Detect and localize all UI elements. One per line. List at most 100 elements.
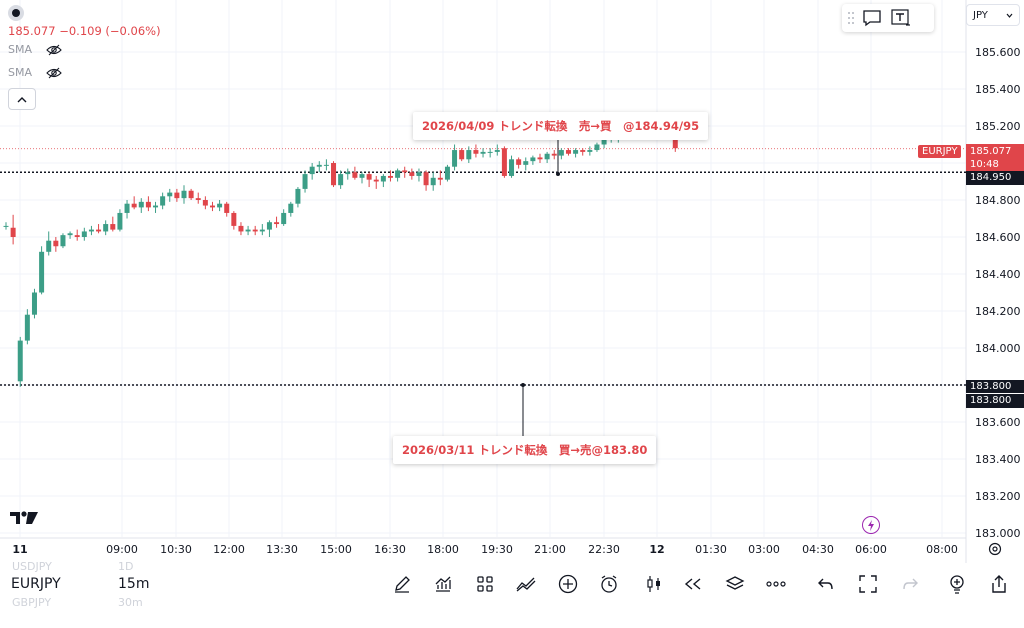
annotation-callout-1[interactable]: 2026/04/09 トレンド転換 売→買 @184.94/95 — [413, 112, 709, 140]
candle-body — [174, 192, 180, 199]
eye-off-icon[interactable] — [46, 67, 62, 79]
candle-body — [544, 153, 550, 160]
drag-handle-icon[interactable] — [848, 12, 854, 24]
candle-body — [3, 225, 9, 227]
drawing-toolbox[interactable] — [842, 4, 934, 32]
candle-body — [103, 224, 109, 232]
current-price-value: 185.077 — [970, 146, 1012, 157]
candle-body — [402, 170, 408, 173]
ideas-icon[interactable] — [947, 574, 967, 594]
ghost-interval[interactable]: 30m — [118, 596, 143, 609]
legend-price-change: 185.077 −0.109 (−0.06%) — [8, 24, 161, 38]
candle-body — [131, 203, 137, 208]
candle-body — [523, 161, 529, 165]
legend-indicator-sma-2[interactable]: SMA — [8, 66, 62, 79]
draw-icon[interactable] — [392, 574, 412, 594]
candle-body — [302, 174, 308, 189]
ghost-symbol[interactable]: USDJPY — [12, 560, 52, 573]
currency-label: JPY — [973, 9, 988, 21]
candle-body — [359, 174, 365, 178]
price-tick-label: 183.400 — [975, 453, 1021, 466]
candle-body — [309, 166, 315, 175]
ghost-symbol[interactable]: GBPJPY — [12, 596, 52, 609]
candle-body — [153, 205, 159, 208]
axis-settings-icon[interactable] — [988, 542, 1002, 556]
candle-body — [74, 235, 80, 237]
candle-body — [145, 201, 151, 208]
price-tick-label: 183.200 — [975, 490, 1021, 503]
lightning-icon[interactable] — [862, 516, 880, 534]
replay-icon[interactable] — [683, 574, 703, 594]
templates-icon[interactable] — [475, 574, 495, 594]
undo-icon[interactable] — [816, 574, 836, 594]
candle-body — [117, 212, 123, 230]
annotation-anchor — [556, 172, 560, 176]
time-tick-label: 15:00 — [320, 543, 352, 556]
candle-body — [509, 159, 515, 176]
candle-body — [558, 150, 564, 156]
candle-body — [494, 150, 500, 152]
time-tick-label: 01:30 — [695, 543, 727, 556]
candle-body — [480, 151, 486, 154]
candle-body — [537, 157, 543, 160]
redo-icon[interactable] — [900, 574, 920, 594]
alert-icon[interactable] — [599, 574, 619, 594]
bar-countdown: 10:48 — [970, 159, 999, 170]
price-tick-label: 185.200 — [975, 120, 1021, 133]
candle-body — [167, 192, 173, 197]
interval-selector[interactable]: 15m — [118, 576, 150, 592]
tradingview-logo — [10, 511, 38, 524]
candle-body — [516, 159, 522, 165]
layers-icon[interactable] — [725, 574, 745, 594]
legend-indicator-sma-1[interactable]: SMA — [8, 43, 62, 56]
candle-body — [594, 144, 600, 151]
candle-body — [46, 240, 52, 252]
candle-body — [231, 212, 237, 226]
currency-select[interactable]: JPY — [966, 4, 1020, 26]
candle-body — [39, 251, 45, 293]
annotation-callout-2[interactable]: 2026/03/11 トレンド転換 買→売@183.80 — [393, 436, 657, 464]
level-price-tag: 183.800 — [966, 380, 1024, 393]
candle-body — [67, 233, 73, 236]
symbol-selector[interactable]: EURJPY — [11, 576, 61, 592]
time-tick-label: 12:00 — [213, 543, 245, 556]
eye-off-icon[interactable] — [46, 44, 62, 56]
candle-body — [352, 172, 358, 178]
candle-body — [281, 212, 287, 225]
candle-body — [53, 240, 59, 247]
candle-body — [580, 150, 586, 152]
time-tick-label: 12 — [649, 543, 664, 556]
candle-body — [259, 229, 265, 232]
ghost-interval[interactable]: 1D — [118, 560, 134, 573]
fullscreen-icon[interactable] — [858, 574, 878, 594]
collapse-legend-button[interactable] — [8, 88, 36, 110]
indicators-icon[interactable] — [433, 574, 453, 594]
market-status-icon[interactable] — [8, 5, 24, 21]
candle-body — [81, 231, 87, 237]
candle-body — [366, 174, 372, 180]
more-icon[interactable] — [766, 574, 786, 594]
candle-body — [466, 150, 472, 160]
candle-body — [409, 172, 415, 176]
candle-body — [601, 138, 607, 145]
add-icon[interactable] — [558, 574, 578, 594]
candle-body — [17, 340, 23, 382]
comment-icon[interactable] — [862, 9, 882, 27]
candle-body — [266, 222, 272, 230]
candle-body — [501, 148, 507, 176]
price-tick-label: 184.800 — [975, 194, 1021, 207]
candle-type-icon[interactable] — [644, 574, 664, 594]
candle-body — [138, 201, 144, 208]
price-tick-label: 184.400 — [975, 268, 1021, 281]
candle-body — [295, 188, 301, 204]
annotation-anchor — [521, 383, 525, 387]
candle-body — [288, 203, 294, 213]
candle-body — [323, 164, 329, 166]
text-tool-icon[interactable] — [890, 8, 912, 28]
candle-body — [387, 175, 393, 178]
time-tick-label: 03:00 — [748, 543, 780, 556]
time-tick-label: 04:30 — [802, 543, 834, 556]
share-icon[interactable] — [989, 574, 1009, 594]
time-tick-label: 18:00 — [427, 543, 459, 556]
compare-icon[interactable] — [516, 574, 536, 594]
